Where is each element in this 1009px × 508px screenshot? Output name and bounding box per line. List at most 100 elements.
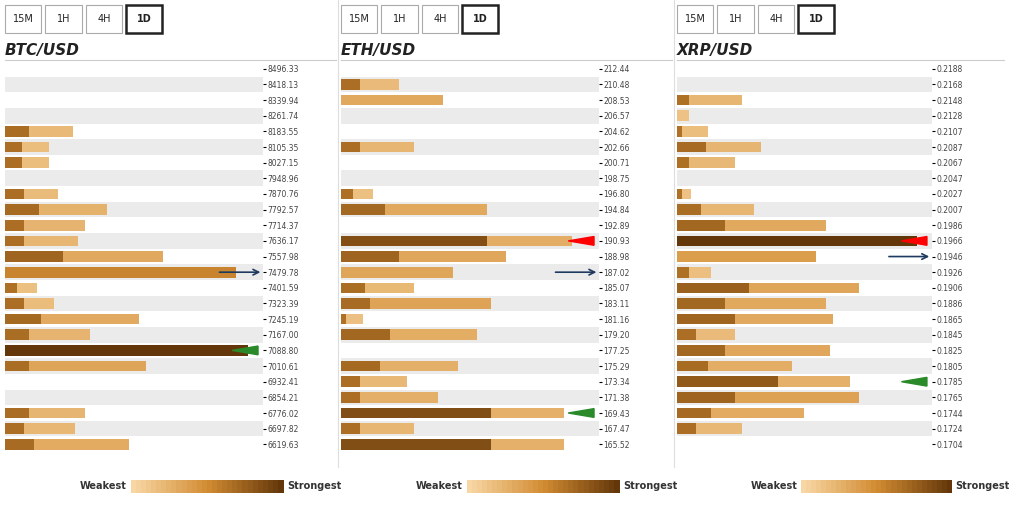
Bar [341,330,389,340]
Bar [677,408,804,418]
Bar [677,345,830,356]
Bar [677,220,725,231]
Text: 1H: 1H [57,14,71,24]
Bar [677,280,932,296]
Bar [5,330,90,340]
Bar [677,186,932,202]
Bar [5,171,263,186]
Bar [341,296,599,311]
Text: XRP/USD: XRP/USD [677,43,754,58]
Bar [341,204,384,215]
Text: Weakest: Weakest [751,482,797,491]
Bar [5,249,263,264]
Bar [5,390,263,405]
Bar [341,342,599,358]
Bar [5,61,263,77]
Bar [677,436,932,452]
Bar [5,251,64,262]
Bar [341,217,599,233]
Bar [5,251,162,262]
Bar [5,204,39,215]
Bar [5,188,24,199]
Bar [5,220,24,231]
Bar [341,392,438,403]
Bar [677,314,735,325]
Bar [677,392,860,403]
Bar [341,202,599,217]
Bar [5,204,107,215]
Bar [341,423,414,434]
Bar [677,296,932,311]
Bar [5,155,263,171]
Polygon shape [568,408,594,418]
Bar [341,280,599,296]
Bar [677,327,932,342]
Bar [677,361,792,371]
Bar [677,282,860,293]
Bar [677,142,761,152]
Text: ETH/USD: ETH/USD [341,43,416,58]
Bar [5,436,263,452]
Bar [5,126,73,137]
Bar [677,251,816,262]
Bar [341,251,507,262]
Bar [341,186,599,202]
Bar [677,236,917,246]
Bar [677,376,850,387]
Text: 15M: 15M [349,14,369,24]
Bar [341,392,360,403]
Bar [341,79,360,90]
Bar [677,264,932,280]
Bar [341,361,457,371]
Bar [341,79,400,90]
Bar [341,77,599,92]
Bar [677,126,682,137]
Bar [5,186,263,202]
Bar [341,123,599,139]
Text: Weakest: Weakest [80,482,127,491]
Bar [5,139,263,155]
Bar [341,204,486,215]
Bar [341,405,599,421]
Bar [677,330,696,340]
Bar [5,123,263,139]
Bar [5,314,41,325]
Bar [341,358,599,374]
Bar [341,374,599,390]
Bar [341,376,407,387]
Bar [677,123,932,139]
Bar [5,361,145,371]
Bar [677,342,932,358]
Bar [5,421,263,436]
Bar [677,126,708,137]
Bar [677,202,932,217]
Bar [341,439,491,450]
Bar [341,390,599,405]
Bar [5,298,24,309]
Bar [5,345,247,356]
Bar [341,61,599,77]
Bar [677,188,682,199]
Bar [341,361,379,371]
Text: BTC/USD: BTC/USD [5,43,80,58]
Bar [677,423,696,434]
Bar [677,408,710,418]
Text: 1H: 1H [393,14,407,24]
Bar [5,439,34,450]
Text: 15M: 15M [13,14,33,24]
Bar [677,421,932,436]
Bar [341,267,453,277]
Bar [5,405,263,421]
Bar [341,142,414,152]
Bar [677,423,742,434]
Bar [5,361,29,371]
Bar [5,188,59,199]
Bar [5,202,263,217]
Bar [5,220,85,231]
Bar [677,142,706,152]
Bar [677,217,932,233]
Bar [341,188,353,199]
Bar [341,298,370,309]
Bar [677,92,932,108]
Bar [677,108,932,123]
